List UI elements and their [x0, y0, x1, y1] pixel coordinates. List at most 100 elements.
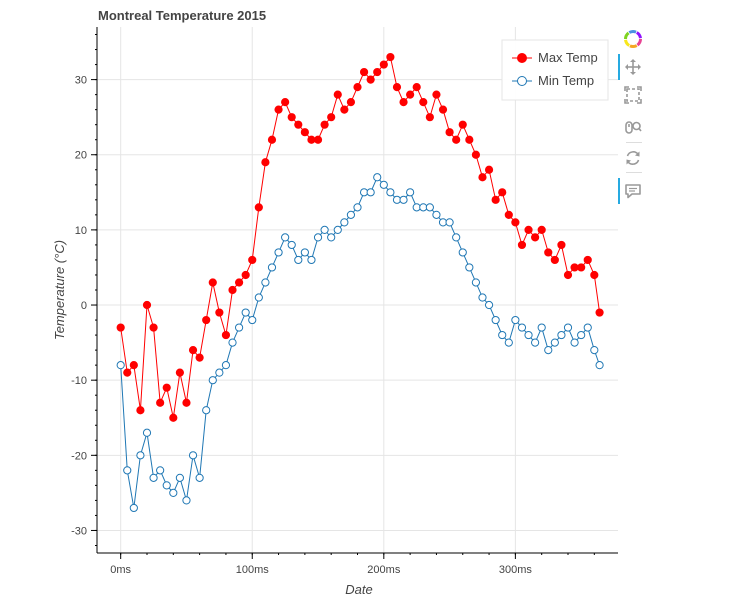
data-point — [359, 67, 369, 77]
data-point — [471, 278, 481, 287]
reset-icon — [626, 151, 640, 165]
y-tick-label: -10 — [71, 375, 87, 387]
series-min-temp — [116, 173, 604, 513]
data-point — [175, 368, 184, 377]
data-point — [392, 83, 402, 92]
x-tick-label: 100ms — [236, 564, 270, 576]
data-point — [287, 240, 296, 250]
data-point — [300, 248, 309, 257]
data-point — [478, 173, 487, 182]
data-point — [123, 466, 132, 475]
data-point — [149, 473, 158, 482]
legend-box — [501, 39, 609, 101]
data-point — [340, 218, 349, 227]
data-point — [234, 323, 244, 332]
wheel-zoom-tool-button[interactable] — [618, 114, 648, 140]
data-point — [313, 233, 323, 242]
data-point — [399, 98, 408, 107]
data-point — [313, 135, 323, 144]
data-point — [373, 173, 382, 182]
data-point — [399, 195, 408, 204]
data-point — [452, 233, 461, 242]
data-point — [129, 361, 138, 370]
hover-tool-button[interactable] — [618, 178, 648, 204]
pan-tool-button[interactable] — [618, 54, 648, 80]
data-point — [563, 323, 573, 332]
data-point — [412, 83, 421, 92]
data-point — [234, 278, 244, 287]
data-point — [274, 105, 283, 114]
data-point — [491, 315, 500, 325]
data-point — [504, 338, 513, 347]
data-point — [504, 210, 513, 219]
series-layer — [116, 52, 604, 513]
y-tick-label: 0 — [81, 300, 87, 312]
bokeh-logo-icon[interactable] — [618, 26, 648, 52]
data-point — [366, 75, 375, 84]
data-point — [406, 188, 415, 197]
data-point — [254, 203, 263, 212]
data-point — [267, 135, 277, 144]
data-point — [484, 300, 494, 310]
data-point — [544, 248, 553, 257]
data-point — [116, 323, 125, 332]
data-point — [281, 233, 290, 242]
data-point — [465, 135, 474, 144]
data-point — [550, 338, 559, 347]
data-point — [386, 52, 395, 62]
data-point — [142, 300, 152, 310]
data-point — [544, 346, 553, 355]
data-point — [267, 263, 277, 272]
data-point — [241, 308, 250, 317]
y-tick-label: -20 — [71, 450, 87, 462]
data-point — [208, 376, 217, 385]
data-point — [346, 210, 356, 219]
data-point — [221, 330, 231, 340]
wheel-zoom-icon — [625, 121, 642, 134]
series-line — [120, 55, 601, 418]
data-point — [511, 218, 520, 227]
y-axis-label: Temperature (°C) — [52, 240, 67, 340]
data-point — [182, 398, 191, 407]
data-point — [517, 323, 527, 332]
x-tick-label: 300ms — [499, 564, 533, 576]
legend-max-label: Max Temp — [538, 50, 598, 65]
data-point — [188, 451, 198, 460]
y-tick-label: -30 — [71, 525, 87, 537]
data-point — [169, 488, 178, 497]
data-point — [583, 323, 592, 332]
chart-title: Montreal Temperature 2015 — [98, 8, 266, 23]
y-tick-label: 30 — [75, 75, 87, 87]
data-point — [379, 180, 388, 189]
data-point — [577, 263, 586, 272]
data-point — [195, 473, 204, 482]
data-point — [123, 368, 132, 377]
data-point — [129, 503, 138, 513]
toolbar-divider — [626, 172, 642, 173]
data-point — [215, 308, 224, 317]
data-point — [248, 255, 257, 265]
data-point — [333, 90, 342, 99]
data-point — [419, 98, 428, 107]
data-point — [563, 270, 573, 280]
data-point — [498, 330, 507, 340]
legend[interactable]: Max Temp Min Temp — [501, 39, 609, 101]
grid-lines — [97, 27, 618, 553]
box-zoom-tool-button[interactable] — [618, 82, 648, 108]
data-point — [524, 225, 533, 234]
legend-max-marker — [517, 53, 527, 63]
data-point — [432, 90, 441, 99]
data-point — [261, 158, 270, 167]
pan-icon — [625, 59, 641, 75]
data-point — [156, 466, 165, 475]
data-point — [445, 218, 454, 227]
reset-tool-button[interactable] — [618, 145, 648, 171]
data-point — [452, 135, 461, 144]
data-point — [136, 406, 145, 415]
data-point — [175, 473, 184, 482]
y-tick-label: 10 — [75, 225, 87, 237]
data-point — [425, 113, 434, 122]
data-point — [333, 225, 342, 234]
data-point — [162, 481, 171, 490]
